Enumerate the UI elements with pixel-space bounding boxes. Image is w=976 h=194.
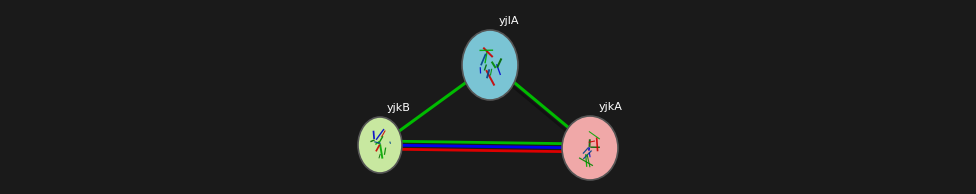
Text: yjlA: yjlA: [499, 16, 519, 26]
Ellipse shape: [462, 30, 518, 100]
Ellipse shape: [562, 116, 618, 180]
Text: yjkA: yjkA: [598, 102, 623, 112]
Text: yjkB: yjkB: [386, 103, 411, 113]
Ellipse shape: [358, 117, 402, 173]
